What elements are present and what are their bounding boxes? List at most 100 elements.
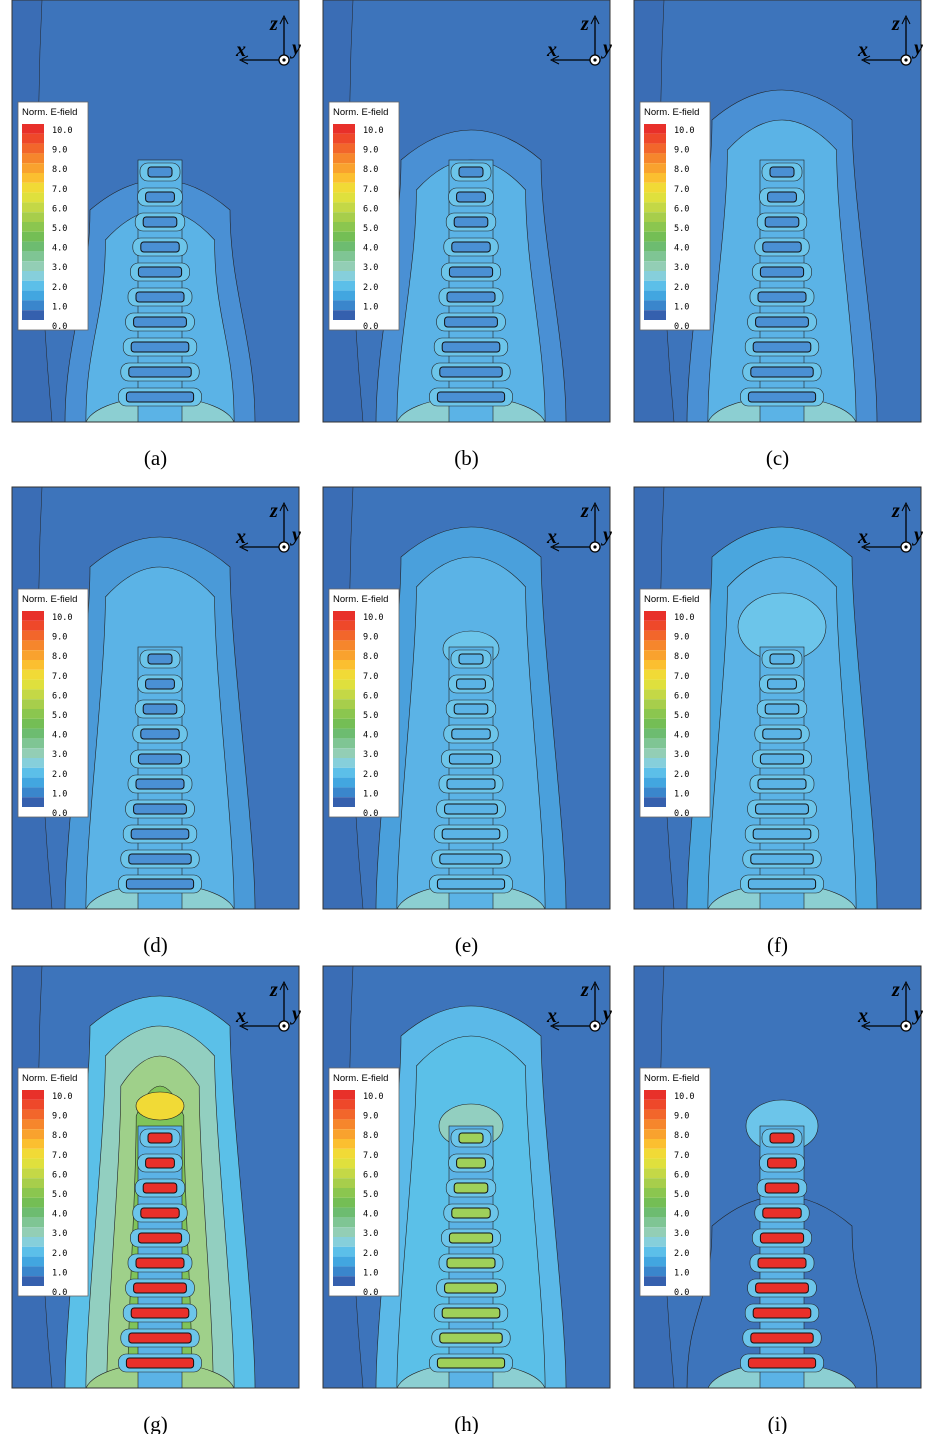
- legend-swatch: [22, 738, 44, 748]
- rung: [126, 392, 193, 402]
- legend-tick: 10.0: [363, 126, 383, 136]
- legend-swatch: [644, 611, 666, 621]
- legend-tick: 8.0: [674, 652, 689, 662]
- legend-tick: 6.0: [363, 691, 378, 701]
- legend-swatch: [333, 291, 355, 301]
- legend-swatch: [644, 1227, 666, 1237]
- legend-swatch: [644, 1247, 666, 1257]
- caption: (b): [454, 446, 479, 470]
- legend-tick: 2.0: [52, 283, 67, 293]
- axis-label: y: [912, 1003, 923, 1025]
- rung: [148, 1133, 172, 1143]
- rung: [148, 654, 172, 664]
- rung: [442, 1308, 500, 1318]
- legend-swatch: [22, 281, 44, 291]
- rung: [760, 267, 803, 277]
- legend-tick: 1.0: [52, 1268, 67, 1278]
- legend-swatch: [333, 153, 355, 163]
- legend-swatch: [644, 300, 666, 310]
- legend-swatch: [644, 787, 666, 797]
- legend-swatch: [333, 719, 355, 729]
- legend-swatch: [22, 1217, 44, 1227]
- legend-tick: 10.0: [363, 613, 383, 623]
- legend-tick: 8.0: [363, 652, 378, 662]
- rung: [143, 217, 177, 227]
- axis-label: x: [546, 526, 557, 548]
- rung: [457, 679, 486, 689]
- legend-swatch: [22, 1119, 44, 1129]
- legend-tick: 5.0: [52, 711, 67, 721]
- legend-swatch: [644, 173, 666, 183]
- legend-swatch: [333, 300, 355, 310]
- legend-tick: 3.0: [363, 1229, 378, 1239]
- legend-swatch: [22, 709, 44, 719]
- legend-swatch: [644, 748, 666, 758]
- axis-y-dot: [904, 1024, 907, 1027]
- legend-swatch: [22, 611, 44, 621]
- legend-swatch: [333, 1266, 355, 1276]
- legend-tick: 9.0: [674, 1112, 689, 1122]
- rung: [768, 192, 797, 202]
- legend-swatch: [333, 212, 355, 222]
- legend-swatch: [22, 748, 44, 758]
- legend-tick: 2.0: [674, 1249, 689, 1259]
- rung: [141, 1208, 179, 1218]
- legend-tick: 5.0: [363, 224, 378, 234]
- rung: [753, 829, 811, 839]
- legend-title: Norm. E-field: [644, 107, 699, 118]
- legend-swatch: [333, 1257, 355, 1267]
- legend-tick: 1.0: [674, 789, 689, 799]
- legend-swatch: [644, 650, 666, 660]
- legend-tick: 0.0: [52, 322, 67, 332]
- legend-tick: 6.0: [674, 204, 689, 214]
- legend-swatch: [22, 271, 44, 281]
- legend-swatch: [333, 797, 355, 807]
- rung: [141, 242, 179, 252]
- axis-label: y: [290, 1003, 301, 1025]
- legend-swatch: [333, 1217, 355, 1227]
- rung: [753, 1308, 811, 1318]
- caption: (i): [768, 1412, 788, 1434]
- rung: [134, 804, 187, 814]
- legend-swatch: [333, 222, 355, 232]
- legend-tick: 7.0: [363, 672, 378, 682]
- legend-swatch: [333, 1129, 355, 1139]
- axis-label: y: [290, 524, 301, 546]
- rung: [440, 854, 502, 864]
- legend-swatch: [333, 183, 355, 193]
- rung: [445, 1283, 498, 1293]
- legend-swatch: [333, 689, 355, 699]
- legend-swatch: [644, 1208, 666, 1218]
- legend-tick: 9.0: [52, 1112, 67, 1122]
- legend-swatch: [333, 1139, 355, 1149]
- legend-swatch: [644, 797, 666, 807]
- rung: [136, 1258, 184, 1268]
- legend-tick: 1.0: [674, 1268, 689, 1278]
- legend-swatch: [333, 1276, 355, 1286]
- legend-swatch: [22, 1237, 44, 1247]
- legend-tick: 9.0: [52, 146, 67, 156]
- legend-swatch: [644, 153, 666, 163]
- axis-label: x: [546, 1005, 557, 1027]
- rung: [442, 342, 500, 352]
- legend-swatch: [22, 163, 44, 173]
- rung: [770, 1133, 794, 1143]
- legend-tick: 7.0: [363, 185, 378, 195]
- legend-swatch: [644, 144, 666, 154]
- rung: [449, 754, 492, 764]
- axis-y-dot: [282, 545, 285, 548]
- legend-tick: 0.0: [363, 322, 378, 332]
- legend-tick: 10.0: [52, 613, 72, 623]
- legend-tick: 8.0: [674, 165, 689, 175]
- axis-label: z: [580, 979, 589, 1001]
- rung: [148, 167, 172, 177]
- legend-swatch: [333, 173, 355, 183]
- legend-tick: 1.0: [52, 302, 67, 312]
- legend-swatch: [22, 719, 44, 729]
- legend-swatch: [644, 1149, 666, 1159]
- rung: [146, 192, 175, 202]
- legend-swatch: [644, 1110, 666, 1120]
- rung: [753, 342, 811, 352]
- legend-tick: 3.0: [674, 263, 689, 273]
- legend-swatch: [22, 1139, 44, 1149]
